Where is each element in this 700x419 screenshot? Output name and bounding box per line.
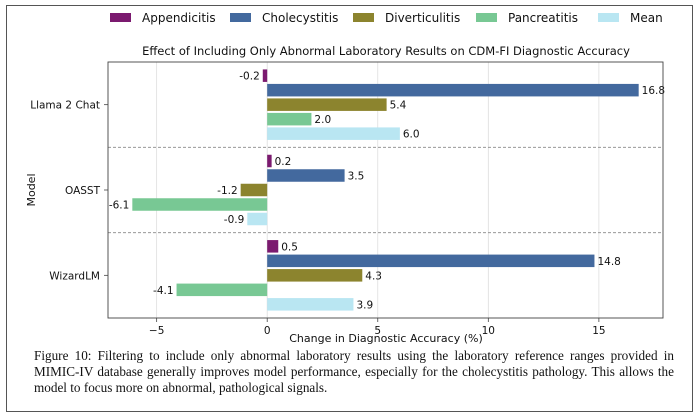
bars: [132, 69, 639, 311]
y-axis: Llama 2 Chat OASST WizardLM: [30, 100, 108, 282]
legend-item: Cholecystitis: [230, 11, 338, 25]
bar: [267, 169, 345, 182]
legend-label: Mean: [630, 11, 663, 25]
x-tick-label: −5: [149, 325, 164, 337]
legend-label: Cholecystitis: [262, 11, 338, 25]
data-label: 2.0: [314, 114, 331, 126]
y-tick-label: OASST: [65, 185, 101, 197]
data-label: 0.2: [275, 156, 292, 168]
data-label: 4.3: [365, 270, 382, 282]
data-label: 14.8: [597, 256, 620, 268]
legend-item: Mean: [598, 11, 663, 25]
figure-caption: Figure 10: Filtering to include only abn…: [34, 348, 674, 395]
legend-swatch: [353, 13, 374, 22]
bar: [247, 212, 268, 226]
bar: [267, 112, 312, 126]
group-separators: [108, 146, 663, 234]
data-label: -1.2: [217, 185, 238, 197]
bar: [267, 240, 279, 253]
y-tick-label: Llama 2 Chat: [30, 100, 100, 112]
bar: [267, 254, 595, 268]
bar: [267, 127, 400, 140]
y-axis-label: Model: [25, 173, 38, 206]
data-label: -6.1: [109, 200, 130, 212]
data-label: -0.9: [224, 214, 245, 226]
bar: [176, 283, 268, 297]
data-label: 3.5: [348, 171, 365, 183]
bar-chart: Appendicitis Cholecystitis Diverticulitis P…: [25, 11, 665, 345]
bar: [267, 269, 363, 282]
legend-swatch: [230, 13, 251, 22]
x-tick-label: 15: [592, 325, 605, 337]
x-axis: −5 0 5 10 15: [149, 318, 606, 337]
legend-label: Appendicitis: [142, 11, 216, 25]
x-tick-label: 0: [264, 325, 271, 337]
x-tick-label: 5: [374, 325, 381, 337]
data-labels: -0.2 16.8 5.4 2.0 6.0 0.2 3.5 -1.2 -6.1 -0.9 0.5 14…: [109, 71, 665, 312]
x-tick-label: 10: [482, 325, 495, 337]
legend-swatch: [476, 13, 497, 22]
legend-item: Appendicitis: [110, 11, 216, 25]
bar: [267, 154, 272, 168]
bar: [262, 69, 268, 82]
chart-title: Effect of Including Only Abnormal Labora…: [142, 44, 630, 58]
x-axis-label: Change in Diagnostic Accuracy (%): [289, 332, 482, 345]
data-label: 0.5: [281, 241, 298, 253]
legend-item: Diverticulitis: [353, 11, 460, 25]
data-label: 3.9: [356, 299, 373, 311]
data-label: 6.0: [403, 129, 420, 141]
legend-label: Diverticulitis: [385, 11, 460, 25]
chart-legend: Appendicitis Cholecystitis Diverticulitis P…: [110, 11, 663, 25]
legend-label: Pancreatitis: [508, 11, 578, 25]
bar: [267, 298, 354, 311]
y-tick-label: WizardLM: [49, 270, 100, 282]
data-label: -4.1: [153, 285, 174, 297]
legend-swatch: [110, 13, 131, 22]
bar: [267, 83, 639, 97]
legend-swatch: [598, 13, 619, 22]
bar: [267, 98, 387, 111]
bar: [240, 183, 268, 197]
bar: [132, 198, 268, 211]
data-label: -0.2: [239, 71, 260, 83]
legend-item: Pancreatitis: [476, 11, 578, 25]
data-label: 5.4: [390, 100, 407, 112]
figure-frame: [6, 5, 693, 412]
data-label: 16.8: [642, 85, 665, 97]
